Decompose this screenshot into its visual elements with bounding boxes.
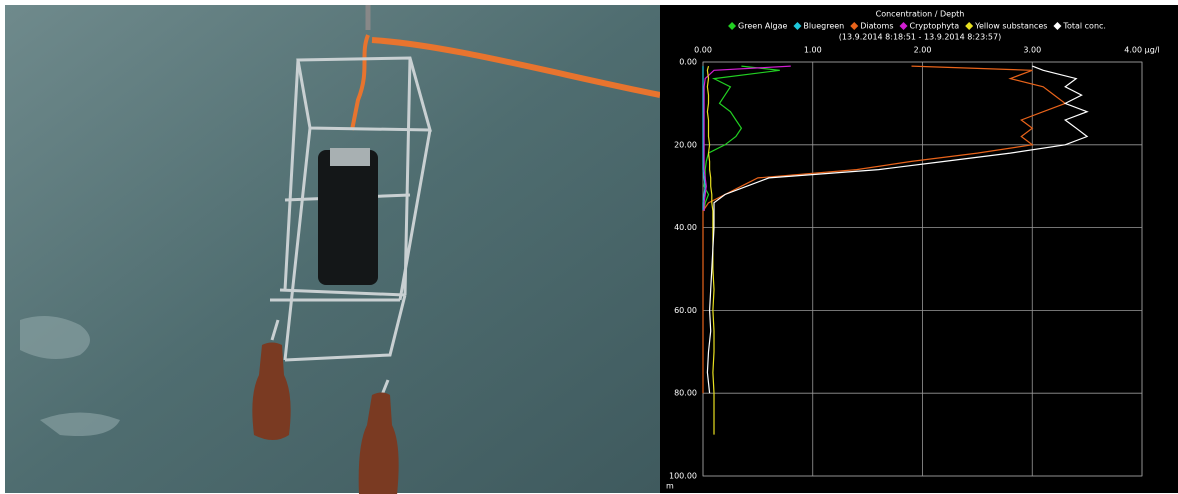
legend-marker <box>850 22 859 30</box>
y-axis-unit: m <box>666 482 674 491</box>
y-tick-label: 60.00 <box>674 306 697 315</box>
series-line <box>706 65 715 435</box>
legend-label: Bluegreen <box>803 22 844 31</box>
photo <box>5 5 661 494</box>
x-tick-label: 2.00 <box>914 46 932 55</box>
x-tick-label: 3.00 <box>1023 46 1041 55</box>
x-tick-label: 0.00 <box>694 46 712 55</box>
y-tick-label: 0.00 <box>679 58 697 67</box>
x-tick-label: 1.00 <box>804 46 822 55</box>
legend-label: Green Algae <box>738 22 787 31</box>
legend-label: Diatoms <box>860 22 893 31</box>
series-line <box>702 66 706 211</box>
chart-subtitle: (13.9.2014 8:18:51 - 13.9.2014 8:23:57) <box>839 33 1001 42</box>
chart-title: Concentration / Depth <box>876 10 965 19</box>
legend-marker <box>965 22 974 30</box>
series-line <box>703 65 791 211</box>
legend-label: Cryptophyta <box>910 22 960 31</box>
series-line <box>703 65 780 212</box>
series-line <box>706 65 1089 394</box>
series-line <box>702 65 1067 394</box>
y-tick-label: 20.00 <box>674 140 697 149</box>
legend-marker <box>728 22 737 30</box>
chart-background <box>660 5 1178 493</box>
legend-marker <box>1053 22 1062 30</box>
y-tick-label: 80.00 <box>674 389 697 398</box>
legend-marker <box>793 22 802 30</box>
legend-marker <box>899 22 908 30</box>
y-tick-label: 100.00 <box>669 472 697 481</box>
x-tick-label: 4.00 µg/l <box>1124 46 1159 55</box>
y-tick-label: 40.00 <box>674 223 697 232</box>
legend-label: Yellow substances <box>974 22 1047 31</box>
legend-label: Total conc. <box>1062 22 1106 31</box>
